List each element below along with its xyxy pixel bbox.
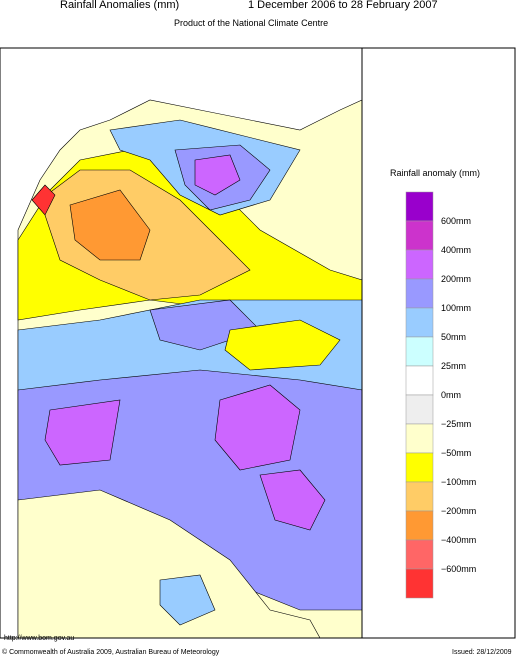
legend-swatch — [405, 278, 434, 309]
legend-swatch — [405, 365, 434, 396]
legend-label: −400mm — [441, 535, 476, 545]
legend-swatch — [405, 191, 434, 222]
title: Rainfall Anomalies (mm) — [60, 0, 179, 11]
region-purple-north — [194, 154, 241, 196]
legend-label: −50mm — [441, 448, 471, 458]
region-purple-east — [214, 384, 301, 471]
map — [0, 47, 363, 639]
region-red — [31, 184, 56, 216]
legend-label: −100mm — [441, 477, 476, 487]
legend-title: Rainfall anomaly (mm) — [390, 168, 480, 178]
subtitle: Product of the National Climate Centre — [174, 18, 328, 28]
legend-swatch — [405, 452, 434, 483]
footer-url: http://www.bom.gov.au — [4, 635, 74, 642]
legend-label: 50mm — [441, 332, 466, 342]
legend-swatch — [405, 394, 434, 425]
legend-swatch — [405, 249, 434, 280]
legend-label: −200mm — [441, 506, 476, 516]
legend-label: −25mm — [441, 419, 471, 429]
legend-label: 200mm — [441, 274, 471, 284]
legend-label: 0mm — [441, 390, 461, 400]
legend-swatch — [405, 568, 434, 599]
region-purple-west — [44, 399, 121, 466]
legend: 600mm 400mm 200mm 100mm 50mm 25mm 0mm −25mm −50m… — [405, 191, 476, 599]
legend-swatch — [405, 336, 434, 367]
period: 1 December 2006 to 28 February 2007 — [248, 0, 438, 11]
legend-swatch — [405, 510, 434, 541]
legend-swatch — [405, 539, 434, 570]
legend-label: −600mm — [441, 564, 476, 574]
region-purple-southeast — [259, 469, 326, 531]
region-blue-south — [159, 574, 216, 626]
region-yellow-mid — [224, 319, 341, 371]
legend-label: 25mm — [441, 361, 466, 371]
legend-frame — [361, 47, 516, 639]
legend-label: 100mm — [441, 303, 471, 313]
legend-label: 600mm — [441, 216, 471, 226]
legend-swatch — [405, 481, 434, 512]
region-orange — [69, 189, 151, 261]
legend-swatch — [405, 307, 434, 338]
footer-copyright: © Commonwealth of Australia 2009, Austra… — [2, 648, 220, 656]
legend-label: 400mm — [441, 245, 471, 255]
legend-swatch — [405, 220, 434, 251]
footer-issued: Issued: 28/12/2009 — [452, 649, 512, 656]
legend-swatch — [405, 423, 434, 454]
